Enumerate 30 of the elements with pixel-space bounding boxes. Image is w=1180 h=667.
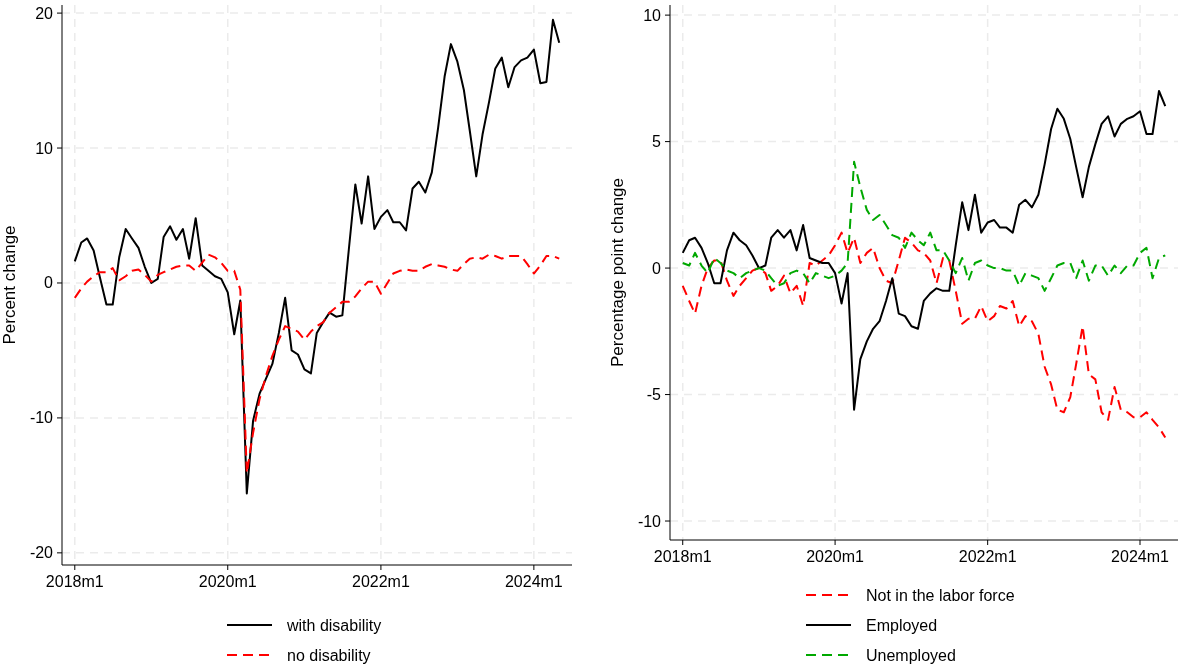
legend-label: no disability	[287, 646, 371, 664]
x-tick-label: 2024m1	[1111, 548, 1170, 565]
y-axis-title: Percentage point change	[608, 177, 627, 368]
y-tick-label: 5	[652, 133, 662, 151]
y-tick-label: -10	[637, 512, 662, 530]
y-tick-label: 10	[643, 6, 662, 24]
x-tick-label: 2018m1	[653, 548, 712, 565]
x-tick-label: 2020m1	[806, 548, 865, 565]
y-tick-label: -20	[29, 544, 54, 562]
legend-label: with disability	[286, 616, 382, 634]
y-axis-title: Percent change	[0, 225, 19, 345]
line-series	[73, 18, 561, 495]
y-tick-label: 10	[35, 139, 54, 157]
x-tick-label: 2022m1	[351, 573, 410, 590]
x-tick-label: 2020m1	[198, 573, 257, 590]
legend-label: Not in the labor force	[866, 586, 1015, 604]
y-tick-label: -5	[646, 386, 662, 404]
x-tick-label: 2022m1	[958, 548, 1017, 565]
legend-label: Employed	[866, 616, 938, 634]
y-tick-label: -10	[29, 409, 54, 427]
y-tick-label: 0	[652, 259, 662, 277]
line-series	[681, 90, 1167, 411]
line-series	[681, 160, 1167, 292]
x-tick-label: 2018m1	[45, 573, 104, 590]
y-tick-label: 0	[44, 274, 54, 292]
line-series	[681, 231, 1167, 439]
line-series	[73, 253, 561, 475]
x-tick-label: 2024m1	[504, 573, 563, 590]
y-tick-label: 20	[35, 4, 54, 22]
legend-label: Unemployed	[866, 646, 956, 664]
